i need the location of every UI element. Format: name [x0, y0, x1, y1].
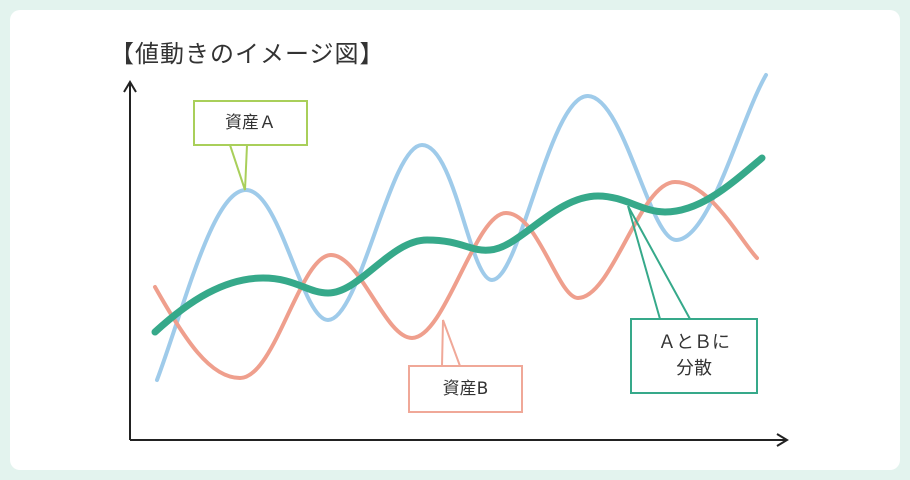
callout-diversified-line1: ＡとＢに [658, 331, 730, 353]
series-line-asset-b [153, 179, 759, 381]
axes [123, 80, 789, 447]
callout-asset-b: 資産B [408, 365, 523, 413]
callout-diversified-line2: 分散 [676, 358, 712, 379]
callout-pointer-asset-b [441, 319, 461, 367]
series-line-asset-a [155, 73, 768, 382]
callout-asset-a: 資産Ａ [193, 100, 308, 146]
diagram-title: 【値動きのイメージ図】 [110, 40, 385, 68]
series-line-diversified [151, 154, 766, 336]
y-axis-arrow [123, 80, 137, 93]
x-axis-arrow [776, 433, 789, 447]
callout-pointer-diversified [627, 205, 691, 320]
callout-diversified: ＡとＢに 分散 [630, 318, 758, 394]
callout-asset-a-label: 資産Ａ [225, 112, 276, 133]
callout-asset-b-label: 資産B [442, 378, 489, 399]
callout-pointer-asset-a [229, 144, 248, 191]
